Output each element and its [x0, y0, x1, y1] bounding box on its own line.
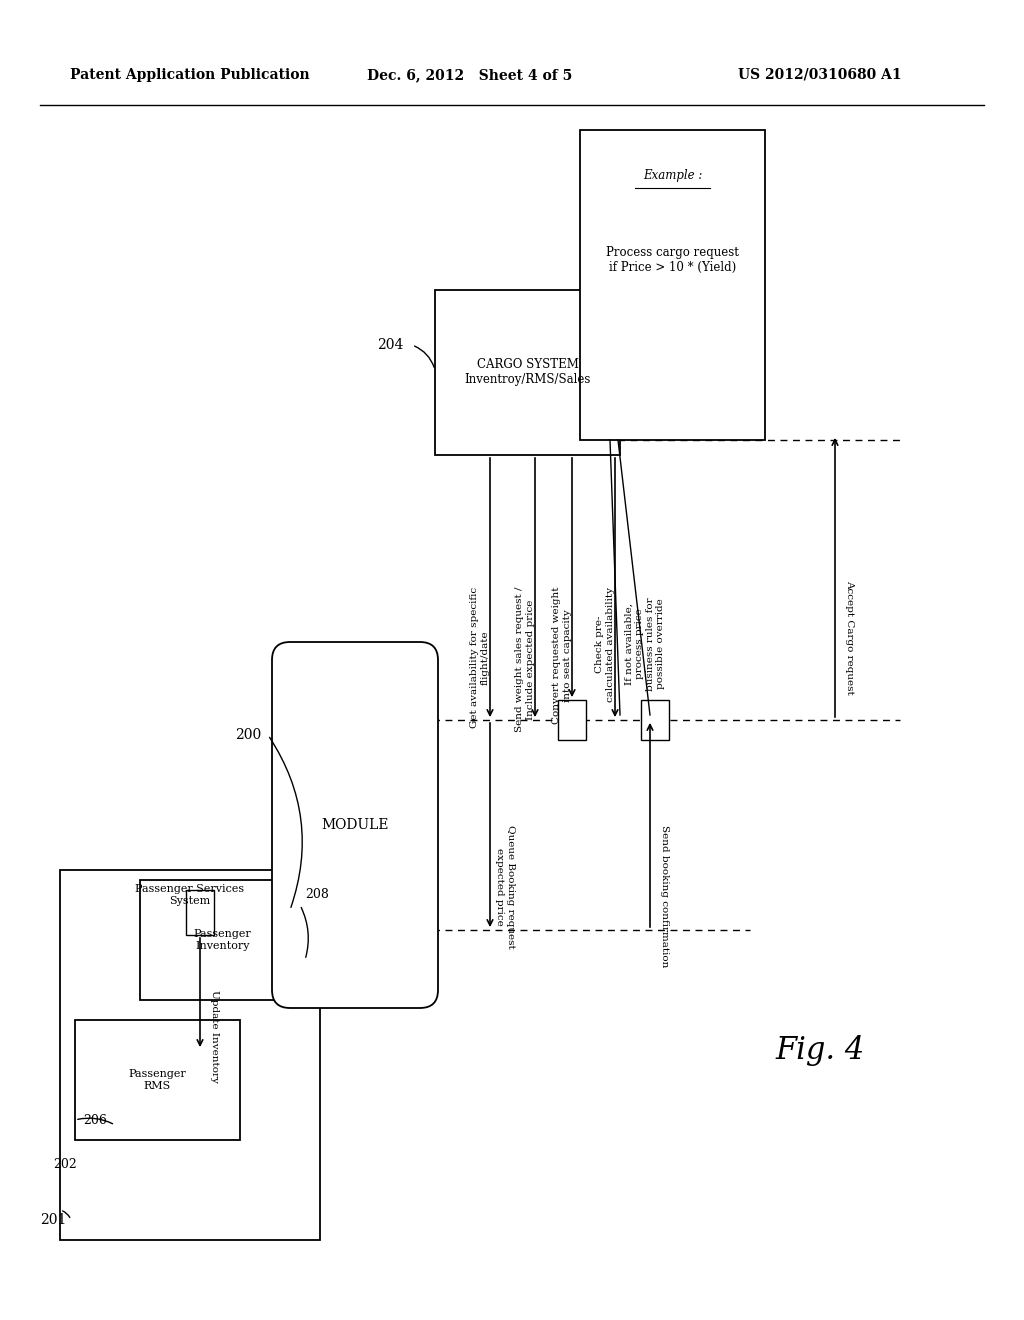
Text: Queue Booking request
expected price: Queue Booking request expected price	[496, 825, 515, 949]
Bar	[435, 290, 620, 455]
Text: Accept Cargo request: Accept Cargo request	[846, 579, 854, 694]
Text: Process cargo request
if Price > 10 * (Yield): Process cargo request if Price > 10 * (Y…	[606, 246, 739, 275]
Text: US 2012/0310680 A1: US 2012/0310680 A1	[738, 69, 902, 82]
FancyBboxPatch shape	[272, 642, 438, 1008]
Text: CARGO SYSTEM
Inventroy/RMS/Sales: CARGO SYSTEM Inventroy/RMS/Sales	[464, 359, 591, 387]
Text: Passenger
Inventory: Passenger Inventory	[194, 929, 251, 950]
Text: Get availability for specific
flight/date: Get availability for specific flight/dat…	[470, 587, 489, 729]
Text: Patent Application Publication: Patent Application Publication	[71, 69, 310, 82]
Bar	[558, 700, 586, 741]
Bar	[60, 870, 319, 1239]
Text: 206: 206	[83, 1114, 106, 1126]
Text: Send weight sales request /
Include expected price: Send weight sales request / Include expe…	[515, 587, 535, 733]
Text: 204: 204	[377, 338, 403, 352]
Text: 201: 201	[40, 1213, 67, 1228]
Text: Convert requested weight
into seat capacity: Convert requested weight into seat capac…	[552, 587, 571, 725]
Bar	[580, 129, 765, 440]
Bar	[75, 1020, 240, 1140]
Text: 202: 202	[53, 1159, 77, 1172]
Text: Fig. 4: Fig. 4	[775, 1035, 864, 1065]
Text: 200: 200	[234, 729, 261, 742]
Bar	[186, 890, 214, 935]
Text: MODULE: MODULE	[322, 818, 389, 832]
Text: Dec. 6, 2012   Sheet 4 of 5: Dec. 6, 2012 Sheet 4 of 5	[368, 69, 572, 82]
Text: Send booking confirmation: Send booking confirmation	[660, 825, 670, 968]
Text: Check pre-
calculated availability: Check pre- calculated availability	[595, 587, 614, 702]
Bar	[140, 880, 305, 1001]
Bar	[641, 700, 669, 741]
Text: 208: 208	[305, 888, 329, 902]
Text: Update Inventory: Update Inventory	[211, 990, 219, 1082]
Text: Passenger Services
System: Passenger Services System	[135, 884, 245, 906]
Text: Example :: Example :	[643, 169, 702, 181]
Text: Passenger
RMS: Passenger RMS	[129, 1069, 186, 1090]
Text: If not available,
process price
business rules for
possible override: If not available, process price business…	[625, 597, 666, 690]
